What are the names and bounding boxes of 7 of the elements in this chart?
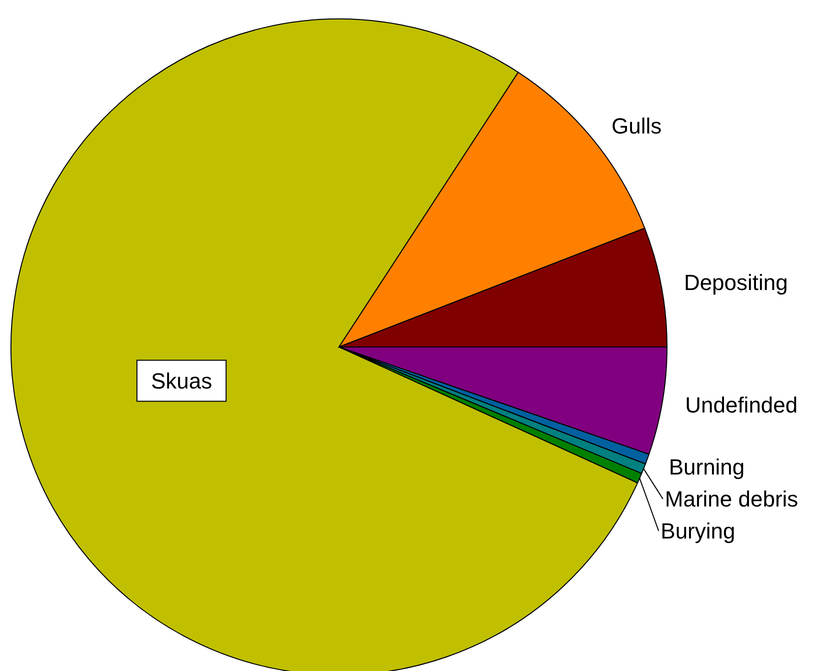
slice-label: Depositing (684, 270, 788, 295)
slice-label: Skuas (150, 368, 212, 394)
slice-label: Burning (668, 454, 745, 480)
slice-label: Burying (660, 518, 736, 544)
slice-label: Marine debris (664, 486, 798, 512)
slice-label: Undefinded (685, 392, 798, 418)
slice-label: Gulls (612, 113, 662, 138)
